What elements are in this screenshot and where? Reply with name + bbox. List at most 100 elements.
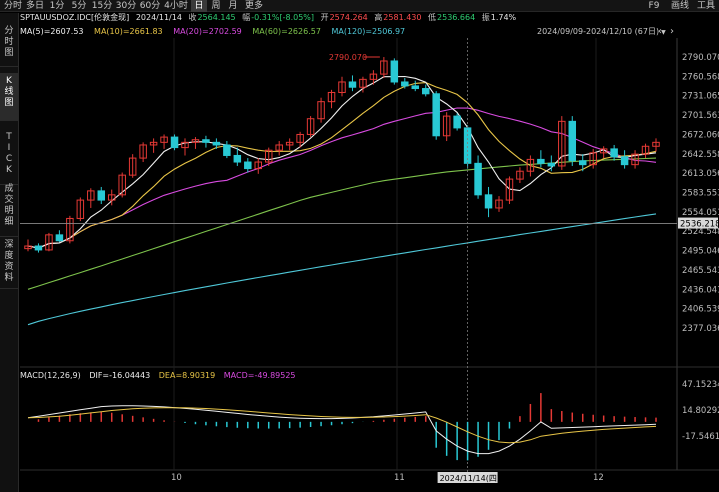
- period-tab-more[interactable]: 更多: [244, 1, 263, 11]
- candle-up: [369, 73, 378, 80]
- candle-up: [380, 60, 388, 75]
- candle-down: [34, 245, 43, 251]
- sidebar-tab-timeshare[interactable]: 分 时 图: [0, 23, 18, 67]
- price-tick-label: 2495.046: [682, 247, 719, 257]
- period-tab-week[interactable]: 周: [211, 1, 221, 11]
- candle-down: [233, 154, 242, 163]
- price-tick-label: 2701.563: [682, 111, 719, 121]
- candle-up: [76, 199, 85, 219]
- candle-up: [599, 148, 608, 154]
- candle-up: [516, 170, 524, 180]
- date-range-selector[interactable]: 2024/09/09-2024/12/10 (67日) ▼: [537, 26, 666, 38]
- ma10-line: [27, 82, 657, 249]
- price-tick-label: 2760.568: [682, 72, 719, 82]
- candle-down: [474, 162, 482, 196]
- macd-dea: DEA=8.90319: [158, 371, 216, 380]
- candle-up: [296, 133, 304, 143]
- close-value: 2564.145: [197, 13, 236, 22]
- candle-up: [45, 234, 53, 251]
- tools-button[interactable]: 工具: [696, 1, 715, 11]
- period-tab-multiday[interactable]: 多日: [25, 1, 44, 11]
- candle-down: [390, 60, 399, 83]
- candle-down: [348, 81, 357, 88]
- candle-down: [432, 93, 440, 137]
- high-marker-label: 2790.070: [329, 53, 367, 62]
- candle-down: [244, 161, 252, 170]
- sidebar-tab-trades[interactable]: 成 交 明 细: [0, 181, 18, 237]
- sidebar-tab-tick[interactable]: T I C K: [0, 129, 18, 185]
- candle-down: [537, 158, 545, 164]
- period-tab-day[interactable]: 日: [191, 0, 207, 12]
- candle-up: [589, 152, 597, 166]
- change-value: -0.31%[-8.05%]: [251, 13, 315, 22]
- f9-button[interactable]: F9: [648, 1, 660, 11]
- amplitude-label: 振: [481, 13, 490, 22]
- sidebar-tab-depth[interactable]: 深 度 资 料: [0, 237, 18, 289]
- chevron-right-icon[interactable]: ›: [670, 26, 674, 37]
- macd-title: MACD(12,26,9): [20, 371, 81, 380]
- price-tick-label: 2554.051: [682, 208, 719, 218]
- sidebar-tab-kline[interactable]: K 线 图: [0, 73, 18, 121]
- draw-line-button[interactable]: 画线: [670, 1, 689, 11]
- xaxis-label: 11: [394, 473, 405, 483]
- candle-down: [212, 141, 221, 146]
- macd-value: MACD=-49.89525: [223, 371, 296, 380]
- symbol-name: SPTAUUSDOZ.IDC[伦敦金现]: [20, 13, 130, 22]
- period-toolbar: 分时 多日 1分 5分 15分 30分 60分 4小时 日 周 月 更多 F9 …: [0, 0, 719, 12]
- price-tick-label: 2465.543: [682, 266, 719, 276]
- candle-up: [160, 136, 168, 143]
- period-tab-1min[interactable]: 1分: [49, 1, 65, 11]
- candle-up: [495, 199, 503, 209]
- xaxis-label: 10: [171, 473, 182, 483]
- candle-up: [631, 153, 639, 166]
- ma20-line: [27, 107, 657, 249]
- candle-up: [24, 245, 32, 250]
- macd-tick-label: 47.15234: [682, 380, 719, 390]
- period-tab-timeshare[interactable]: 分时: [3, 1, 22, 11]
- amplitude-value: 1.74%: [490, 13, 517, 22]
- ma-legend: MA(5)=2607.53 MA(10)=2661.83 MA(20)=2702…: [20, 26, 413, 38]
- period-tab-15min[interactable]: 15分: [91, 1, 113, 11]
- candle-up: [285, 141, 294, 146]
- period-tab-month[interactable]: 月: [228, 1, 238, 11]
- candle-down: [547, 162, 556, 167]
- macd-dea-line: [27, 407, 657, 444]
- ma5-label: MA(5)=2607.53: [20, 27, 84, 36]
- candle-down: [411, 85, 420, 90]
- price-tick-label: 2613.056: [682, 169, 719, 179]
- candle-up: [107, 194, 116, 201]
- candle-down: [97, 190, 106, 201]
- candle-up: [118, 174, 126, 196]
- candle-up: [558, 120, 566, 167]
- price-tick-label: 2436.041: [682, 285, 719, 295]
- price-tick-label: 2672.060: [682, 130, 719, 140]
- candle-up: [338, 81, 346, 93]
- period-tab-60min[interactable]: 60分: [139, 1, 161, 11]
- candle-down: [453, 115, 461, 129]
- macd-dif: DIF=-16.04443: [89, 371, 151, 380]
- current-price-tag: 2536.218: [680, 220, 719, 230]
- candle-up: [652, 141, 660, 147]
- ma120-line: [27, 213, 657, 326]
- view-sidebar: 分 时 图 K 线 图 T I C K 成 交 明 细 深 度 资 料: [0, 13, 19, 492]
- candle-down: [421, 88, 430, 95]
- date-range-text: 2024/09/09-2024/12/10 (67日): [537, 27, 660, 36]
- candle-up: [139, 144, 147, 159]
- chevron-down-icon: ▼: [661, 29, 666, 36]
- ma20-label: MA(20)=2702.59: [173, 27, 242, 36]
- current-price-tag-bg: [678, 217, 718, 229]
- period-tab-4h[interactable]: 4小时: [164, 1, 188, 11]
- candle-up: [641, 145, 650, 155]
- candle-down: [578, 160, 587, 166]
- period-tab-30min[interactable]: 30分: [115, 1, 137, 11]
- price-tick-label: 2524.548: [682, 227, 719, 237]
- close-label: 收: [188, 13, 197, 22]
- chevron-left-icon[interactable]: ‹: [658, 26, 662, 37]
- price-tick-label: 2731.065: [682, 92, 719, 102]
- period-tab-5min[interactable]: 5分: [71, 1, 87, 11]
- macd-tick-label: -17.5461: [682, 432, 719, 442]
- change-label: 幅: [242, 13, 251, 22]
- candle-up: [181, 141, 189, 149]
